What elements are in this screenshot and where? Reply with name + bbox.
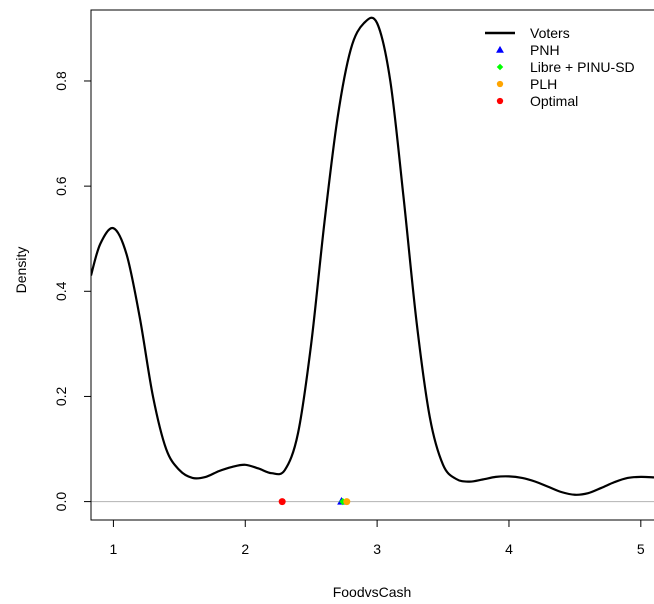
point-libre-pinu-sd	[339, 497, 347, 506]
party-points	[278, 496, 351, 506]
legend-marker-optimal	[496, 97, 504, 105]
point-plh	[343, 498, 351, 506]
y-tick-label: 0.2	[53, 387, 69, 407]
legend-label-plh: PLH	[530, 76, 557, 92]
y-tick-label: 0.0	[53, 492, 69, 512]
voters-density-line	[91, 16, 654, 496]
y-axis-title: Density	[13, 247, 29, 294]
x-axis-title: FoodvsCash	[333, 584, 412, 600]
y-tick-label: 0.8	[53, 71, 69, 91]
legend-label-pnh: PNH	[530, 42, 560, 58]
legend-marker-plh	[496, 80, 504, 88]
legend-label-optimal: Optimal	[530, 93, 578, 109]
y-tick-label: 0.6	[53, 176, 69, 196]
y-tick-label: 0.4	[53, 281, 69, 301]
legend-marker-libre-pinu-sd	[496, 63, 504, 71]
y-axis: 0.0 0.2 0.4 0.6 0.8	[53, 71, 91, 511]
legend-label-libre-pinu-sd: Libre + PINU-SD	[530, 59, 635, 75]
legend-marker-pnh	[496, 45, 504, 53]
x-tick-label: 2	[241, 541, 249, 557]
x-axis: 1 2 3 4 5	[110, 520, 645, 557]
x-tick-label: 3	[373, 541, 381, 557]
point-optimal	[278, 498, 286, 506]
legend-label-voters: Voters	[530, 25, 570, 41]
plot-frame	[90, 9, 654, 521]
x-tick-label: 5	[637, 541, 645, 557]
x-tick-label: 1	[110, 541, 118, 557]
x-tick-label: 4	[505, 541, 513, 557]
